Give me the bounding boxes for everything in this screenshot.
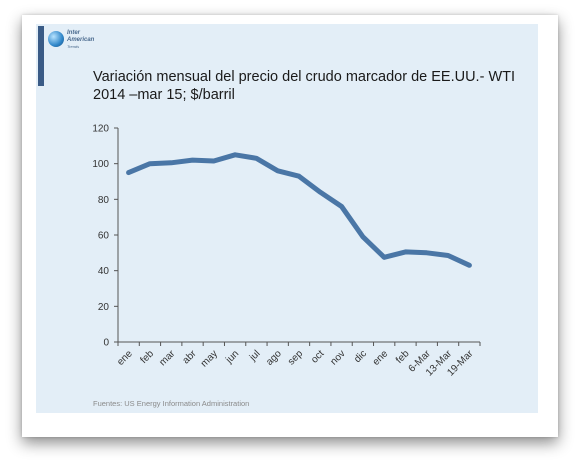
y-tick-label: 40 [98,266,110,277]
chart-title-line-1: Variación mensual del precio del crudo m… [93,69,516,85]
x-tick-label: abr [181,348,199,366]
data-point [403,250,407,254]
globe-icon [48,31,64,47]
logo: Inter American Trends [48,30,118,50]
data-point [382,255,386,259]
series-line [126,152,472,268]
accent-bar [38,26,44,86]
data-point [446,254,450,258]
x-tick-label: dic [352,348,369,365]
x-tick-label: nov [329,348,348,367]
x-tick-label: feb [138,348,156,366]
y-tick-label: 120 [92,124,109,135]
x-tick-label: ene [115,348,135,368]
y-tick-label: 0 [103,338,109,349]
y-tick-label: 60 [98,231,110,242]
x-tick-label: jul [247,348,263,364]
logo-line-1: Inter [67,30,81,36]
y-tick-label: 80 [98,195,110,206]
y-tick-label: 20 [98,302,110,313]
data-point [361,235,365,239]
x-tick-label: ene [371,348,391,368]
data-point [318,190,322,194]
data-point [148,162,152,166]
x-tick-label: may [199,348,220,369]
data-point [212,159,216,163]
x-tick-label: sep [286,348,305,367]
source-note: Fuentes: US Energy Information Administr… [93,399,250,408]
logo-line-2: American [67,37,95,43]
x-tick-label: jun [223,348,241,366]
data-point [425,251,429,255]
data-point [276,169,280,173]
x-tick-label: ago [264,348,284,368]
data-point [169,161,173,165]
chart-title-line-2: 2014 –mar 15; $/barril [93,87,235,103]
chart-panel [36,24,538,413]
y-tick-label: 100 [92,159,109,170]
chart-title: Variación mensual del precio del crudo m… [93,68,533,104]
data-point [467,263,471,267]
data-point [233,153,237,157]
x-tick-label: oct [309,348,326,365]
data-point [340,204,344,208]
data-point [297,174,301,178]
logo-line-3: Trends [67,44,80,49]
x-tick-label: mar [157,348,177,368]
data-point [127,171,131,175]
data-point [191,158,195,162]
data-point [254,156,258,160]
